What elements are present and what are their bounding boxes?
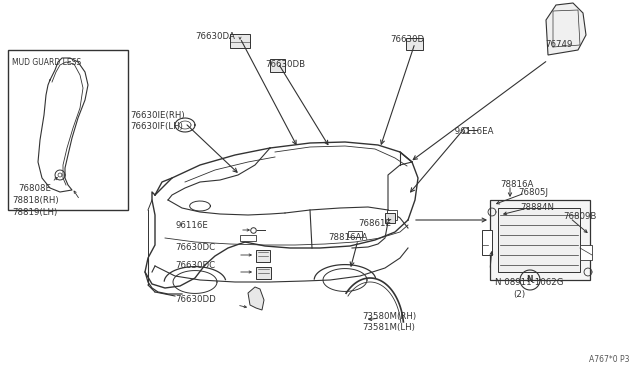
Bar <box>270 59 285 72</box>
Text: 78819(LH): 78819(LH) <box>12 208 57 217</box>
Text: 76630DA: 76630DA <box>195 32 235 41</box>
Polygon shape <box>546 3 586 55</box>
Text: 76630IE(RH): 76630IE(RH) <box>130 111 184 120</box>
Text: 73580M(RH): 73580M(RH) <box>362 312 416 321</box>
Bar <box>8 50 128 210</box>
Bar <box>498 208 580 272</box>
Text: 96116E: 96116E <box>175 221 208 230</box>
Text: (2): (2) <box>513 290 525 299</box>
Text: 76630D: 76630D <box>390 35 424 44</box>
Bar <box>348 231 362 237</box>
Text: 76630DD: 76630DD <box>175 295 216 305</box>
Text: N: N <box>527 276 533 285</box>
Text: 76630DB: 76630DB <box>265 60 305 69</box>
Bar <box>580 245 592 260</box>
Text: N 08911-1062G: N 08911-1062G <box>495 278 563 287</box>
Text: 76749: 76749 <box>545 40 572 49</box>
Text: 76861E: 76861E <box>358 219 391 228</box>
Bar <box>256 267 271 279</box>
Text: 78816AA: 78816AA <box>328 233 367 242</box>
Text: 76809B: 76809B <box>563 212 596 221</box>
Bar <box>406 38 423 50</box>
Text: 96116EA: 96116EA <box>452 127 493 136</box>
Text: 76630IF(LH): 76630IF(LH) <box>130 122 183 131</box>
Bar <box>256 250 270 262</box>
Bar <box>385 213 395 223</box>
Bar <box>230 34 250 48</box>
Bar <box>240 235 256 241</box>
Text: 76630DC: 76630DC <box>175 244 215 253</box>
Bar <box>482 230 492 255</box>
Text: 73581M(LH): 73581M(LH) <box>362 323 415 332</box>
Text: 78816A: 78816A <box>500 180 533 189</box>
Text: 78818(RH): 78818(RH) <box>12 196 59 205</box>
Text: 76808E: 76808E <box>18 183 51 192</box>
Text: A767*0 P3: A767*0 P3 <box>589 355 630 364</box>
Text: 78884N: 78884N <box>520 203 554 212</box>
Bar <box>490 200 590 280</box>
Text: MUD GUARD LESS: MUD GUARD LESS <box>12 58 81 67</box>
Bar <box>387 210 397 220</box>
Text: 76630DC: 76630DC <box>175 260 215 269</box>
Polygon shape <box>248 287 264 310</box>
Text: 76805J: 76805J <box>518 188 548 197</box>
